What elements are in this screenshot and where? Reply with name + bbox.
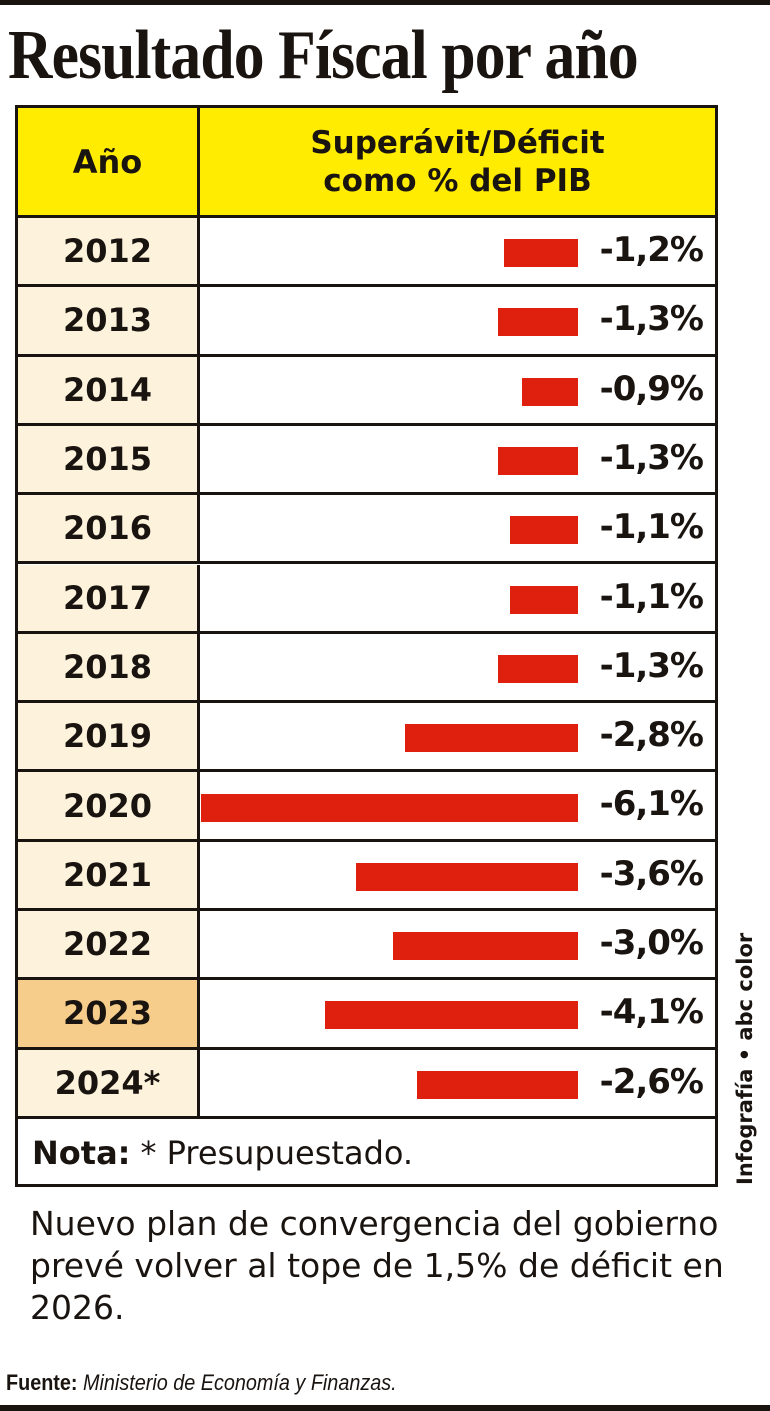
bar xyxy=(417,1070,578,1099)
table-row: 2017 -1,1% xyxy=(18,564,715,634)
data-table: Año Superávit/Déficit como % del PIB 201… xyxy=(15,105,718,1187)
bar xyxy=(201,793,578,822)
bar xyxy=(404,724,578,753)
body-text: Nuevo plan de convergencia del gobierno … xyxy=(30,1204,724,1327)
bar xyxy=(392,932,578,961)
value-label: -2,6% xyxy=(599,1061,704,1102)
year-label: 2018 xyxy=(18,633,200,701)
source: Fuente: Ministerio de Economía y Finanza… xyxy=(6,1370,397,1396)
bar xyxy=(510,585,578,614)
bar xyxy=(503,239,578,268)
value-label: -1,3% xyxy=(599,299,704,340)
year-label: 2023 xyxy=(18,980,200,1047)
chart-title: Resultado Físcal por año xyxy=(8,17,639,94)
note-label: Nota: xyxy=(32,1133,131,1172)
bar xyxy=(497,308,578,337)
bar xyxy=(355,862,578,891)
value-label: -0,9% xyxy=(599,368,704,409)
value-label: -1,3% xyxy=(599,645,704,686)
table-row: 2022 -3,0% xyxy=(18,911,715,981)
bar xyxy=(497,654,578,683)
value-label: -6,1% xyxy=(599,784,704,825)
table-row: 2016 -1,1% xyxy=(18,495,715,565)
bar xyxy=(497,447,578,476)
value-label: -1,1% xyxy=(599,576,704,617)
table-row: 2020 -6,1% xyxy=(18,772,715,842)
value-label: -3,6% xyxy=(599,853,704,894)
table-note: Nota: * Presupuestado. xyxy=(18,1121,715,1184)
table-row: 2021 -3,6% xyxy=(18,841,715,911)
year-label: 2019 xyxy=(18,703,200,770)
value-label: -4,1% xyxy=(599,992,704,1033)
bar xyxy=(522,377,578,406)
value-label: -1,3% xyxy=(599,437,704,478)
header-value: Superávit/Déficit como % del PIB xyxy=(200,108,715,215)
year-label: 2015 xyxy=(18,425,200,493)
year-label: 2013 xyxy=(18,287,200,354)
table-row: 2019 -2,8% xyxy=(18,703,715,773)
bottom-rule xyxy=(0,1405,770,1411)
year-label: 2016 xyxy=(18,495,200,562)
bar xyxy=(324,1001,578,1030)
source-text: Ministerio de Economía y Finanzas. xyxy=(83,1370,397,1395)
year-label: 2020 xyxy=(18,772,200,839)
value-label: -1,1% xyxy=(599,507,704,548)
value-label: -2,8% xyxy=(599,715,704,756)
header-value-line2: como % del PIB xyxy=(323,162,592,199)
table-row: 2015 -1,3% xyxy=(18,425,715,496)
header-year: Año xyxy=(18,108,200,215)
year-label: 2012 xyxy=(18,218,200,285)
table-row: 2014 -0,9% xyxy=(18,356,715,426)
year-label: 2022 xyxy=(18,911,200,978)
table-row: 2012 -1,2% xyxy=(18,218,715,288)
table-row: 2018 -1,3% xyxy=(18,633,715,704)
year-label: 2017 xyxy=(18,564,200,631)
table-header: Año Superávit/Déficit como % del PIB xyxy=(18,108,715,218)
year-label: 2021 xyxy=(18,841,200,908)
value-label: -1,2% xyxy=(599,230,704,270)
table-row: 2024* -2,6% xyxy=(18,1049,715,1119)
header-value-line1: Superávit/Déficit xyxy=(310,124,605,161)
note-text: * Presupuestado. xyxy=(140,1133,414,1172)
year-label: 2014 xyxy=(18,356,200,423)
top-rule xyxy=(0,0,770,5)
year-label: 2024* xyxy=(18,1049,200,1116)
table-row: 2023 -4,1% xyxy=(18,980,715,1050)
bar xyxy=(510,516,578,545)
table-row: 2013 -1,3% xyxy=(18,287,715,357)
value-label: -3,0% xyxy=(599,923,704,963)
credit-logo: Infografía • abc color xyxy=(733,932,757,1185)
source-label: Fuente: xyxy=(6,1370,78,1395)
